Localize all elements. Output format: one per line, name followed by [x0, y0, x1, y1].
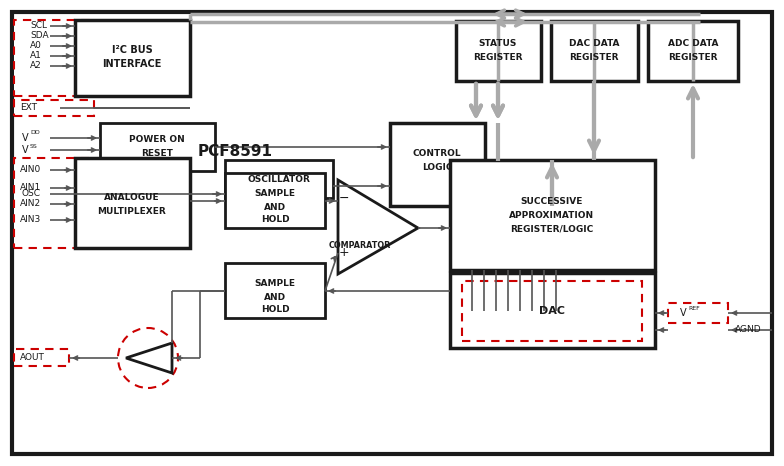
Text: −: − — [339, 192, 349, 205]
Text: DD: DD — [30, 130, 40, 136]
Circle shape — [118, 328, 178, 388]
Text: V: V — [22, 145, 29, 155]
Text: LOGIC: LOGIC — [422, 163, 452, 171]
Bar — [462, 281, 642, 341]
Bar — [668, 303, 728, 323]
Text: SUCCESSIVE: SUCCESSIVE — [521, 197, 583, 206]
Polygon shape — [126, 343, 172, 373]
Text: OSC: OSC — [22, 190, 41, 199]
Text: RESET: RESET — [141, 149, 173, 158]
Bar — [225, 263, 325, 318]
Text: AIN1: AIN1 — [20, 184, 42, 192]
Text: V: V — [22, 133, 29, 143]
Bar — [225, 173, 325, 228]
Bar — [551, 21, 638, 81]
Text: STATUS: STATUS — [479, 40, 517, 48]
Text: ADC DATA: ADC DATA — [668, 40, 718, 48]
Text: SAMPLE: SAMPLE — [255, 280, 296, 288]
Text: A1: A1 — [30, 52, 42, 61]
Bar — [14, 158, 94, 248]
Text: AND: AND — [264, 293, 286, 302]
Text: POWER ON: POWER ON — [129, 136, 185, 144]
Bar — [450, 160, 655, 270]
Text: HOLD: HOLD — [261, 215, 289, 225]
Bar — [14, 349, 69, 366]
Text: DAC DATA: DAC DATA — [568, 40, 619, 48]
Text: REGISTER: REGISTER — [474, 54, 523, 62]
Bar — [450, 273, 655, 348]
Bar — [225, 160, 333, 198]
Text: COMPARATOR: COMPARATOR — [328, 241, 391, 251]
Text: SCL: SCL — [30, 21, 47, 30]
Text: DAC: DAC — [539, 306, 565, 316]
Text: SS: SS — [30, 144, 38, 149]
Text: EXT: EXT — [20, 103, 37, 112]
Text: SAMPLE: SAMPLE — [255, 190, 296, 199]
Bar — [100, 123, 215, 171]
Text: +: + — [339, 247, 350, 260]
Text: AIN3: AIN3 — [20, 215, 42, 225]
Text: PCF8591: PCF8591 — [198, 144, 273, 158]
Bar — [390, 123, 485, 206]
Text: AGND: AGND — [735, 325, 761, 335]
Text: HOLD: HOLD — [261, 306, 289, 315]
Bar — [14, 100, 94, 116]
Bar — [648, 21, 738, 81]
Bar — [75, 20, 190, 96]
Text: AIN0: AIN0 — [20, 165, 42, 174]
Text: SDA: SDA — [30, 32, 49, 41]
Text: V: V — [680, 308, 687, 318]
Text: REGISTER: REGISTER — [569, 54, 619, 62]
Text: AOUT: AOUT — [20, 354, 45, 363]
Polygon shape — [338, 180, 418, 274]
Bar — [14, 20, 94, 96]
Text: AND: AND — [264, 203, 286, 212]
Text: REGISTER: REGISTER — [668, 54, 717, 62]
Text: APPROXIMATION: APPROXIMATION — [510, 211, 594, 219]
Text: I²C BUS: I²C BUS — [111, 45, 152, 55]
Bar — [75, 158, 190, 248]
Text: A0: A0 — [30, 41, 42, 50]
Text: REGISTER/LOGIC: REGISTER/LOGIC — [510, 225, 593, 233]
Text: CONTROL: CONTROL — [412, 149, 461, 158]
Text: A2: A2 — [30, 62, 42, 70]
Text: OSCILLATOR: OSCILLATOR — [248, 174, 310, 184]
Text: REF: REF — [688, 306, 700, 310]
Text: MULTIPLEXER: MULTIPLEXER — [98, 207, 166, 217]
Text: AIN2: AIN2 — [20, 199, 41, 208]
Text: ANALOGUE: ANALOGUE — [104, 193, 160, 203]
Text: INTERFACE: INTERFACE — [103, 59, 162, 69]
Bar — [456, 21, 541, 81]
